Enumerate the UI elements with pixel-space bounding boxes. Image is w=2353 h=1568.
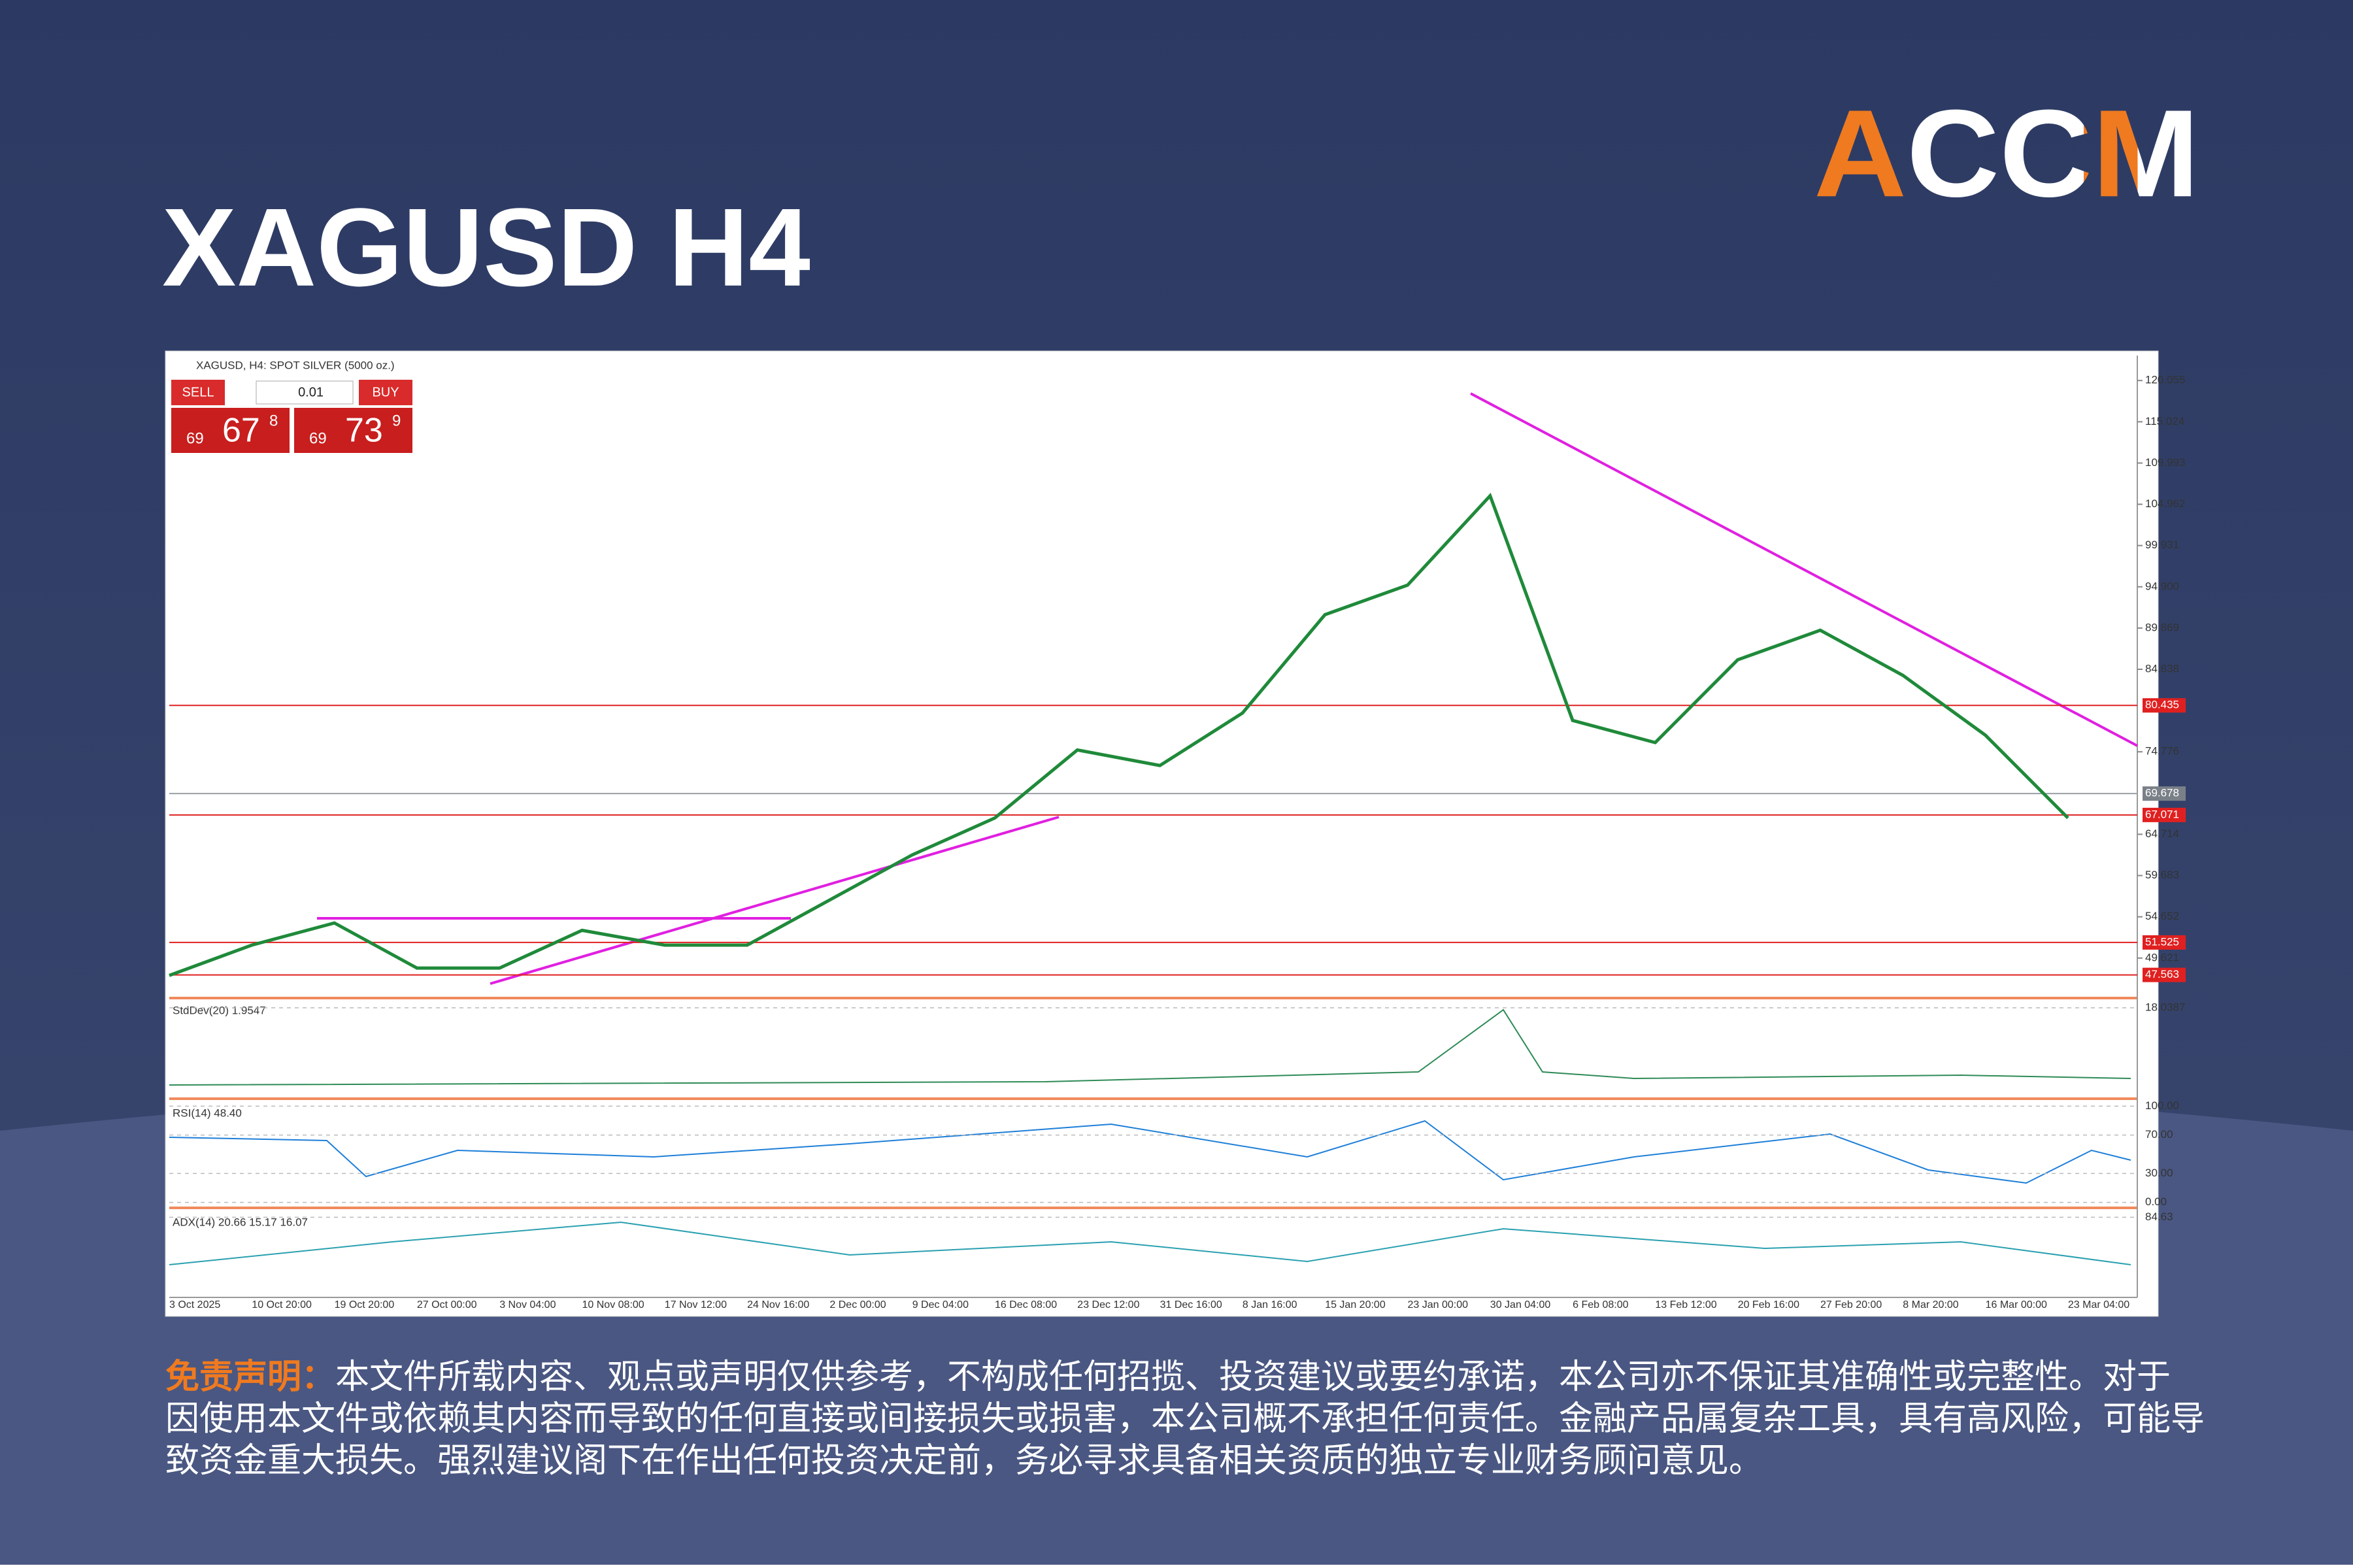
y-tick-label: 109.993 [2145,456,2185,469]
indicator-tick-label: 70.00 [2145,1128,2173,1141]
adx-curve [169,1221,2131,1265]
x-tick-label: 27 Feb 20:00 [1820,1299,1882,1310]
current-price-label: 69.678 [2145,787,2179,799]
x-tick-label: 20 Feb 16:00 [1738,1299,1799,1310]
indicator-label: ADX(14) 20.66 15.17 16.07 [173,1216,308,1228]
x-tick-label: 8 Mar 20:00 [1903,1299,1958,1310]
x-tick-label: 30 Jan 04:00 [1490,1299,1551,1310]
level-label: 67.071 [2145,808,2179,820]
buy-price-box[interactable] [294,408,412,453]
level-label: 47.563 [2145,968,2179,980]
x-tick-label: 23 Jan 00:00 [1408,1299,1469,1310]
level-tag [2143,807,2186,822]
x-tick-label: 13 Feb 12:00 [1655,1299,1716,1310]
level-tag [2143,935,2186,950]
indicator-tick-label: 30.00 [2145,1167,2173,1179]
y-tick-label: 94.900 [2145,580,2179,592]
lot-input[interactable] [256,380,354,405]
x-tick-label: 15 Jan 20:00 [1325,1299,1386,1310]
indicator-label: StdDev(20) 1.9547 [173,1004,266,1016]
sell-price-big: 69 [186,429,204,447]
chart-panel [165,350,2159,1317]
x-tick-label: 16 Mar 00:00 [1986,1299,2047,1310]
y-tick-label: 89.869 [2145,621,2179,633]
y-tick-label: 120.055 [2145,374,2185,386]
sell-price-box[interactable] [171,408,290,453]
price-line [169,492,2069,977]
indicator-tick-label: 18.0387 [2145,1001,2185,1013]
logo: ACCM [1814,84,2199,223]
x-tick-label: 16 Dec 08:00 [995,1299,1057,1310]
x-tick-label: 31 Dec 16:00 [1160,1299,1222,1310]
page-title: XAGUSD H4 [162,186,810,310]
indicator-tick-label: 84.63 [2145,1210,2173,1223]
lot-value[interactable]: 0.01 [298,385,324,399]
rsi-curve [169,1120,2131,1184]
x-tick-label: 6 Feb 08:00 [1573,1299,1629,1310]
x-tick-label: 2 Dec 00:00 [829,1299,886,1310]
x-tick-label: 27 Oct 00:00 [417,1299,477,1310]
disclaimer-label: 免责声明： [165,1358,336,1396]
x-tick-label: 8 Jan 16:00 [1243,1299,1297,1310]
indicator-label: RSI(14) 48.40 [173,1107,242,1119]
y-tick-label: 59.683 [2145,869,2179,881]
x-tick-label: 23 Mar 04:00 [2068,1299,2129,1310]
chart-title: XAGUSD, H4: SPOT SILVER (5000 oz.) [196,359,395,371]
sell-price-frac: 8 [269,412,278,429]
y-tick-label: 115.024 [2145,415,2184,427]
level-tag [2143,967,2186,982]
buy-price-big: 69 [309,429,327,447]
x-tick-label: 9 Dec 04:00 [912,1299,969,1310]
sell-price-pips: 67 [222,412,260,450]
x-tick-label: 24 Nov 16:00 [747,1299,809,1310]
sell-button[interactable] [171,380,225,405]
y-tick-label: 64.714 [2145,827,2179,840]
x-tick-label: 10 Oct 20:00 [252,1299,312,1310]
disclaimer: 免责声明：本文件所载内容、观点或声明仅供参考，不构成任何招揽、投资建议或要约承诺… [165,1356,2205,1482]
y-tick-label: 84.838 [2145,662,2179,675]
disclaimer-text: 本文件所载内容、观点或声明仅供参考，不构成任何招揽、投资建议或要约承诺，本公司亦… [165,1358,2205,1480]
y-tick-label: 54.652 [2145,910,2179,922]
buy-button[interactable] [359,380,412,405]
y-tick-label: 99.931 [2145,539,2179,551]
level-tag [2143,698,2186,713]
trend-line [1470,392,2138,747]
sell-label[interactable]: SELL [182,385,214,399]
x-tick-label: 19 Oct 20:00 [335,1299,395,1310]
trend-line [490,816,1060,985]
x-tick-label: 23 Dec 12:00 [1077,1299,1139,1310]
level-label: 80.435 [2145,699,2179,711]
level-label: 51.525 [2145,935,2179,948]
x-tick-label: 17 Nov 12:00 [665,1299,727,1310]
buy-label[interactable]: BUY [372,385,399,399]
buy-price-pips: 73 [345,412,383,450]
x-tick-label: 3 Nov 04:00 [499,1299,556,1310]
x-tick-label: 10 Nov 08:00 [582,1299,644,1310]
current-price-tag [2143,786,2186,801]
y-tick-label: 49.621 [2145,951,2179,963]
indicator-tick-label: 100.00 [2145,1099,2179,1112]
indicator-tick-label: 0.00 [2145,1195,2167,1208]
y-tick-label: 104.962 [2145,497,2185,510]
buy-price-frac: 9 [392,412,401,429]
x-tick-label: 3 Oct 2025 [169,1299,220,1310]
stddev-curve [169,1009,2131,1086]
y-tick-label: 74.776 [2145,745,2179,758]
